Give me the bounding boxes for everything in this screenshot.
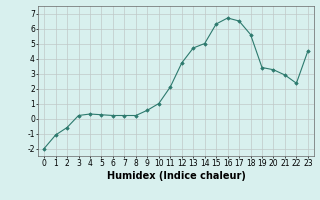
X-axis label: Humidex (Indice chaleur): Humidex (Indice chaleur) xyxy=(107,171,245,181)
